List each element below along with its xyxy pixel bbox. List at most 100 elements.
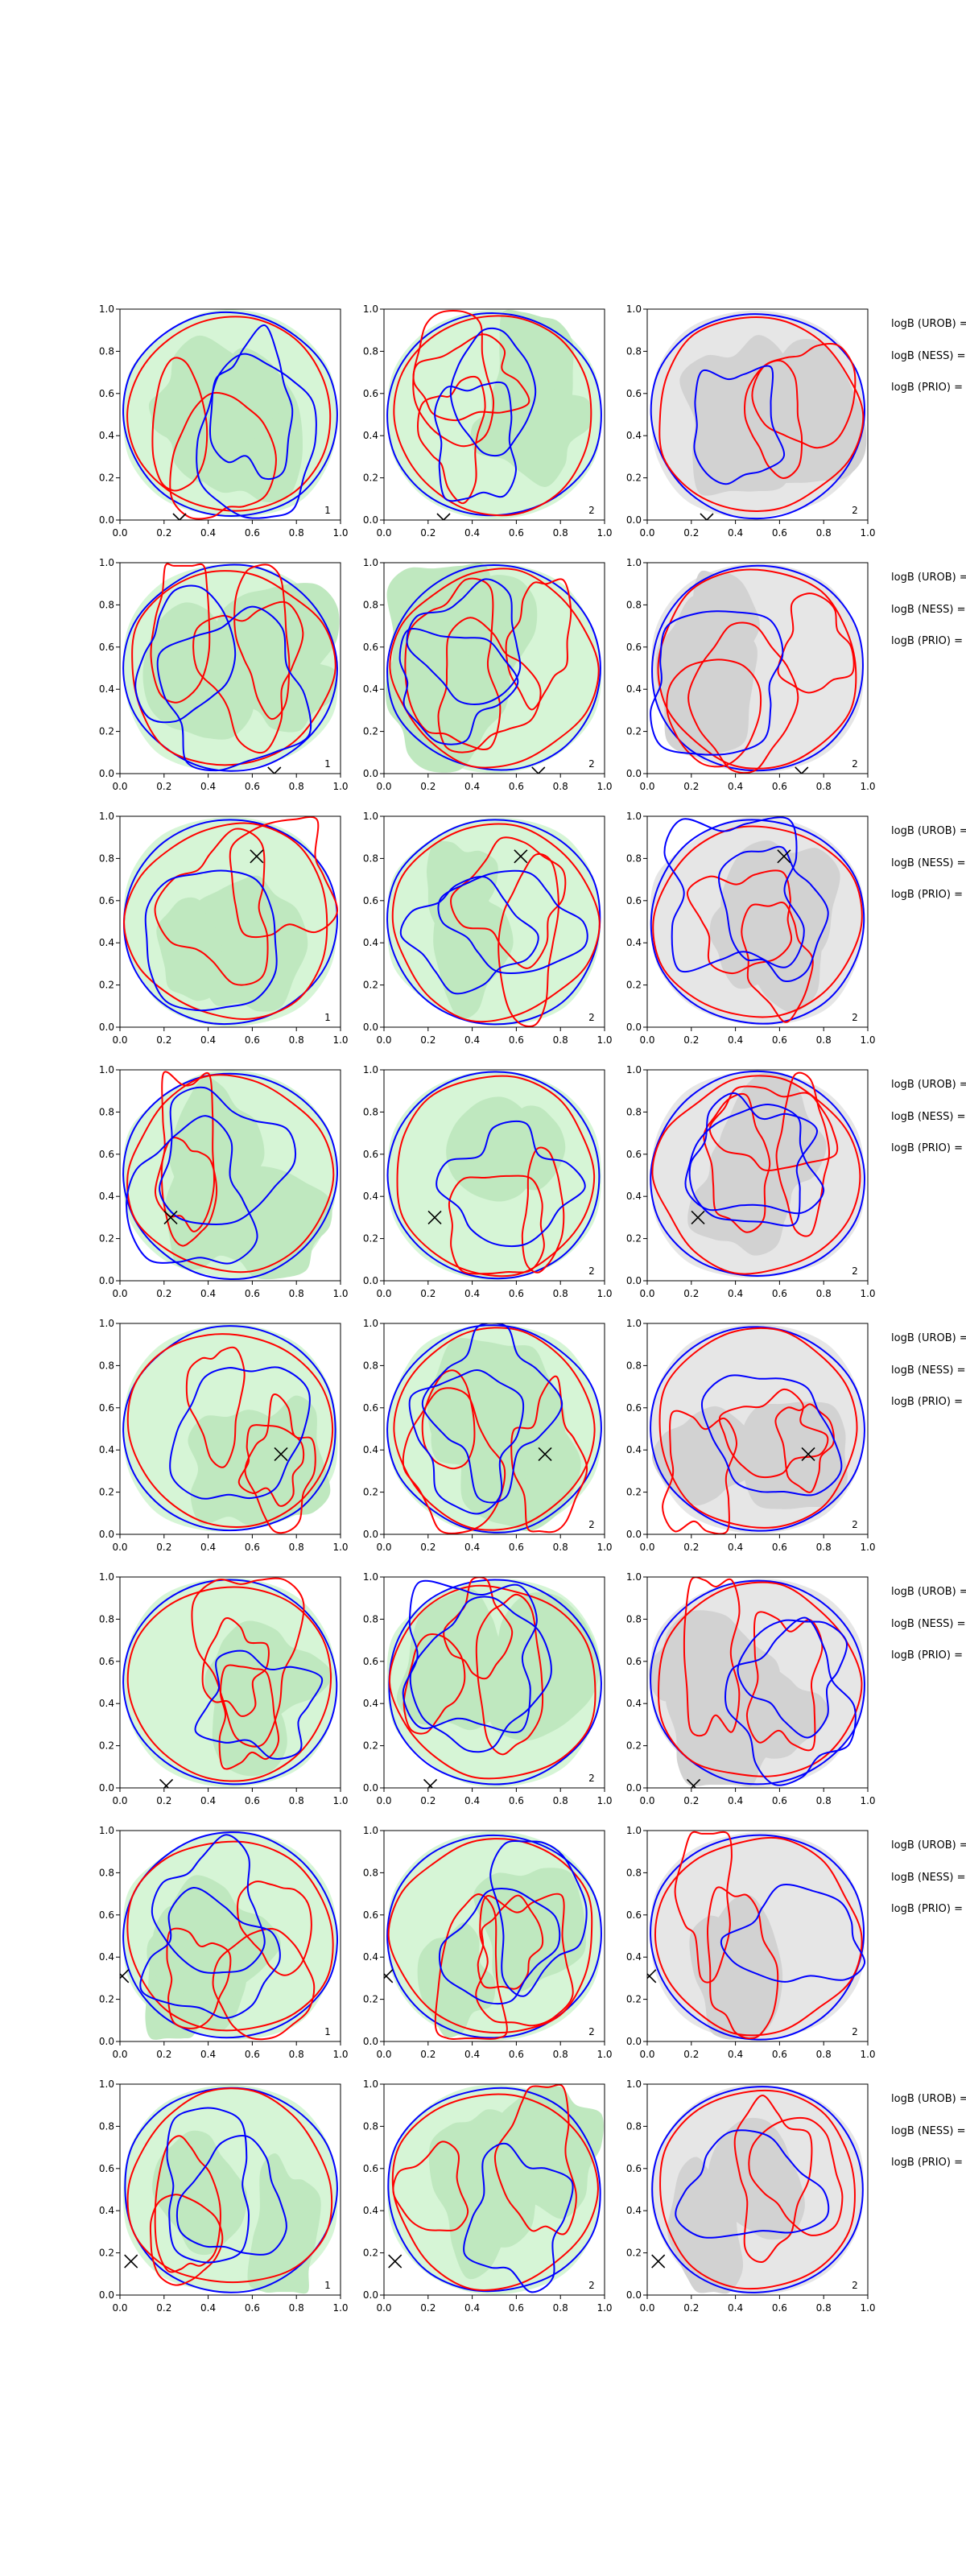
x-tick-label: 1.0: [597, 1542, 612, 1553]
x-tick-label: 0.6: [772, 1542, 787, 1553]
y-tick-label: 0.4: [363, 2205, 378, 2216]
x-tick-label: 1.0: [860, 1034, 875, 1046]
y-tick-label: 0.4: [99, 1444, 114, 1455]
x-tick-label: 0.0: [112, 1542, 127, 1553]
panel-r6-c2: 2 0.00.0 0.2 0.2 0.4 0.4 0.6 0.6 0.8 0.8 1.0 1.0: [363, 1571, 613, 1806]
blue-contour: [166, 2107, 250, 2264]
panel-number-label: 2: [588, 1265, 595, 1277]
x-tick-label: 0.6: [245, 527, 260, 539]
panel-r4-c3: 2 0.0 0.0 0.2 0.2 0.4 0.4 0.6 0.6 0.8 0.8 1.0 1.0: [626, 1064, 876, 1299]
legend-label: logB (NESS) =: [891, 857, 965, 869]
y-tick-label: 0.6: [99, 1149, 114, 1160]
legend-label: logB (UROB) =: [891, 572, 966, 584]
y-tick-label: 0.8: [626, 1613, 642, 1624]
panel-r5-c2: 2 0.0 0.0 0.2 0.2 0.4 0.4 0.6 0.6 0.8 0.8 1.0 1.0: [363, 1318, 613, 1553]
filled-region-inner: [651, 1406, 760, 1506]
red-contour: [237, 1880, 312, 1976]
y-tick-label: 0.0: [99, 2289, 114, 2301]
x-tick-label: 0.8: [289, 781, 304, 792]
y-tick-label: 0.0: [99, 1275, 114, 1286]
y-tick-label: 0.6: [363, 1656, 378, 1667]
y-tick-label: 1.0: [99, 2079, 114, 2090]
panel-r8-c1: 1 0.00.0 0.2 0.2 0.4 0.4 0.6 0.6 0.8 0.8 1.0 1.0: [99, 2079, 349, 2314]
x-tick-label: 0.8: [816, 1795, 832, 1806]
blue-contour: [720, 1884, 865, 1983]
filled-region-inner: [741, 1402, 848, 1509]
blue-contour-outer: [386, 819, 601, 1026]
y-tick-label: 0.0: [626, 514, 642, 526]
red-contour: [666, 658, 762, 768]
y-tick-label: 0.4: [363, 1951, 378, 1963]
axes-frame: [646, 1069, 869, 1282]
panel-number-label: 2: [588, 505, 595, 516]
y-tick-label: 0.2: [626, 1233, 642, 1245]
x-tick-label: 0.8: [553, 1795, 568, 1806]
red-contour: [505, 578, 572, 711]
legend-label: logB (NESS) =: [891, 2125, 965, 2137]
x-marker: [124, 2254, 138, 2268]
x-tick-label: 0.0: [376, 1034, 391, 1046]
blue-contour-outer: [122, 1072, 338, 1280]
x-tick-label: 0.6: [509, 527, 524, 539]
filled-region-inner: [470, 364, 592, 487]
y-tick-label: 1.0: [363, 1318, 378, 1329]
panel-r8-c2: 2 0.00.0 0.2 0.2 0.4 0.4 0.6 0.6 0.8 0.8 1.0 1.0: [363, 2079, 613, 2314]
x-tick-label: 0.8: [816, 2049, 832, 2060]
x-tick-label: 0.8: [553, 781, 568, 792]
blue-contour: [399, 876, 539, 995]
x-tick-label: 0.8: [289, 2302, 304, 2314]
red-contour: [775, 1071, 831, 1237]
axes-frame: [119, 1069, 341, 1282]
x-tick-label: 0.6: [509, 2302, 524, 2314]
y-tick-label: 0.8: [626, 1867, 642, 1878]
panel-r4-c1: 0.0 0.0 0.2 0.2 0.4 0.4 0.6 0.6 0.8 0.8 1.0 1.0: [99, 1064, 349, 1299]
x-tick-label: 0.0: [639, 1288, 654, 1299]
red-contour-outer: [659, 2089, 856, 2290]
blue-contour-outer: [122, 564, 338, 772]
y-tick-label: 0.8: [99, 1867, 114, 1878]
x-tick-label: 0.0: [639, 781, 654, 792]
y-tick-label: 1.0: [363, 1571, 378, 1583]
y-tick-label: 1.0: [363, 811, 378, 822]
red-contour: [149, 2194, 224, 2286]
legend-label: logB (UROB) =: [891, 1332, 966, 1344]
x-tick-label: 0.6: [245, 1795, 260, 1806]
y-tick-label: 0.4: [363, 1191, 378, 1202]
legend-label: logB (NESS) =: [891, 1618, 965, 1630]
y-tick-label: 0.6: [99, 388, 114, 399]
y-tick-label: 0.0: [99, 514, 114, 526]
red-contour: [475, 1593, 544, 1756]
x-tick-label: 0.0: [376, 1542, 391, 1553]
filled-region-inner: [385, 650, 510, 773]
panel-r3-c1: 1 0.00.0 0.2 0.2 0.4 0.4 0.6 0.6 0.8 0.8 1.0 1.0: [99, 811, 349, 1046]
filled-region-inner: [751, 339, 867, 483]
y-tick-label: 0.4: [99, 430, 114, 441]
red-contour-outer: [389, 568, 600, 769]
y-tick-label: 0.4: [626, 1444, 642, 1455]
panel-r2-c1: 1 0.0 0.0 0.2 0.2 0.4 0.4 0.6 0.6 0.8 0.8 1.0 1.0: [99, 557, 349, 792]
x-tick-label: 0.0: [376, 1795, 391, 1806]
red-contour: [421, 1369, 476, 1470]
x-tick-label: 1.0: [332, 2302, 348, 2314]
y-tick-label: 0.2: [626, 980, 642, 991]
x-marker: [795, 766, 809, 774]
filled-region-inner: [156, 897, 223, 1001]
x-tick-label: 1.0: [597, 1795, 612, 1806]
panel-number-label: 2: [588, 2026, 595, 2037]
y-tick-label: 1.0: [99, 1318, 114, 1329]
y-tick-label: 0.2: [99, 1740, 114, 1752]
blue-contour-outer: [122, 1325, 336, 1531]
blue-contour: [650, 610, 784, 756]
filled-region-inner: [147, 1875, 281, 2004]
panel-number-label: 2: [852, 505, 858, 516]
legend-label: logB (PRIO) =: [891, 2157, 963, 2169]
x-tick-label: 0.8: [553, 2302, 568, 2314]
x-tick-label: 1.0: [860, 527, 875, 539]
red-contour: [521, 1146, 565, 1274]
x-tick-label: 1.0: [597, 2049, 612, 2060]
blue-contour: [717, 845, 829, 982]
x-tick-label: 0.2: [156, 1795, 171, 1806]
axes-frame: [119, 1323, 341, 1535]
panel-r1-c3: 2 0.00.0 0.2 0.2 0.4 0.4 0.6 0.6 0.8 0.8 1.0 1.0: [626, 303, 876, 539]
x-tick-label: 0.2: [156, 2049, 171, 2060]
